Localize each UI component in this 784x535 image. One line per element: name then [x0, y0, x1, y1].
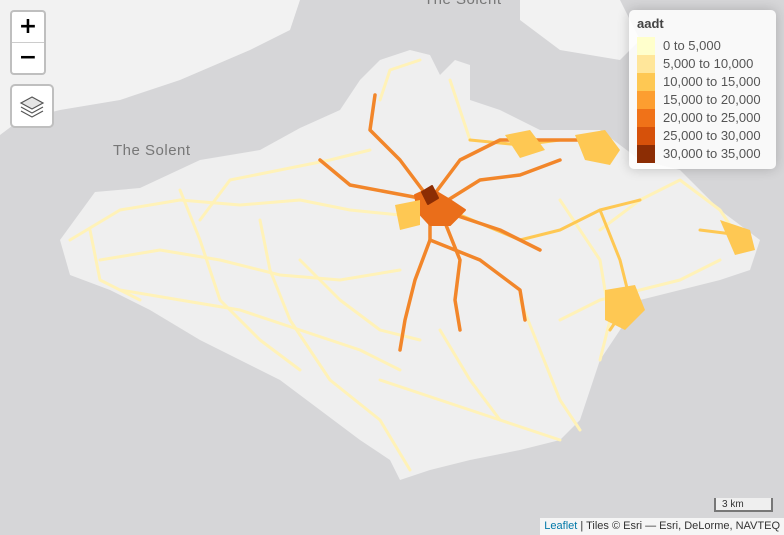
legend-item: 0 to 5,000: [637, 37, 768, 55]
legend-label: 30,000 to 35,000: [663, 146, 761, 161]
legend-item: 20,000 to 25,000: [637, 109, 768, 127]
zoom-control: + −: [10, 10, 46, 75]
legend-label: 0 to 5,000: [663, 38, 721, 53]
legend-label: 5,000 to 10,000: [663, 56, 754, 71]
legend-swatch: [637, 37, 655, 55]
legend-swatch: [637, 127, 655, 145]
legend-swatch: [637, 145, 655, 163]
zoom-out-button[interactable]: −: [12, 42, 44, 73]
legend-item: 15,000 to 20,000: [637, 91, 768, 109]
legend-swatch: [637, 55, 655, 73]
legend-label: 20,000 to 25,000: [663, 110, 761, 125]
legend-item: 30,000 to 35,000: [637, 145, 768, 163]
map-label-the-solent: The Solent: [113, 142, 191, 159]
roads-high: [318, 93, 612, 352]
legend-swatch: [637, 109, 655, 127]
legend-title: aadt: [637, 16, 664, 31]
towns: [395, 130, 755, 330]
attribution: Leaflet | Tiles © Esri — Esri, DeLorme, …: [540, 518, 784, 535]
mainland-coast: [0, 0, 300, 135]
legend-item: 5,000 to 10,000: [637, 55, 768, 73]
legend-swatch: [637, 91, 655, 109]
legend-item: 25,000 to 30,000: [637, 127, 768, 145]
layers-icon: [19, 96, 45, 118]
layers-button[interactable]: [10, 84, 54, 128]
zoom-in-button[interactable]: +: [18, 14, 38, 39]
leaflet-link[interactable]: Leaflet: [544, 520, 578, 532]
legend-label: 10,000 to 15,000: [663, 74, 761, 89]
legend-label: 25,000 to 30,000: [663, 128, 761, 143]
legend-label: 15,000 to 20,000: [663, 92, 761, 107]
map-label-the-solent-top: The Solent: [424, 0, 502, 8]
mainland-coast-east: [520, 0, 640, 60]
legend-item: 10,000 to 15,000: [637, 73, 768, 91]
newport-centre: [414, 185, 466, 226]
attribution-text: | Tiles © Esri — Esri, DeLorme, NAVTEQ: [577, 520, 780, 532]
legend: aadt 0 to 5,000 5,000 to 10,000 10,000 to …: [629, 10, 776, 169]
legend-swatch: [637, 73, 655, 91]
scale-bar: 3 km: [714, 498, 773, 512]
